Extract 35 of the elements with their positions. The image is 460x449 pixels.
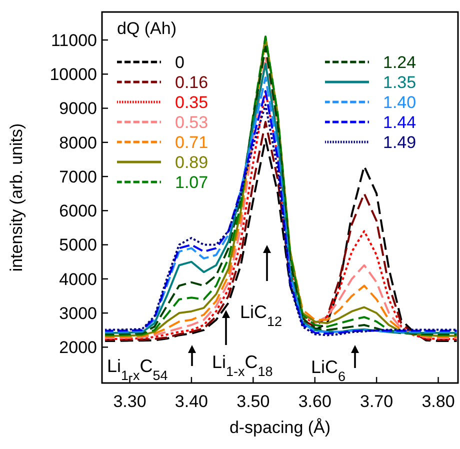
x-tick-label: 3.40 [174, 392, 208, 411]
legend-label: 0.89 [175, 152, 208, 172]
legend-label: 1.07 [175, 172, 208, 192]
legend-label: 1.40 [383, 92, 416, 112]
legend-label: 0.53 [175, 112, 208, 132]
annotation: Li$_{1-x}$C$_{54}$ [107, 356, 168, 382]
y-tick-label: 3000 [59, 304, 97, 323]
x-tick-label: 3.30 [113, 392, 146, 411]
x-axis-title: d-spacing (Å) [229, 418, 331, 437]
x-tick-label: 3.70 [360, 392, 394, 411]
y-tick-label: 8000 [59, 133, 97, 152]
y-tick-label: 4000 [59, 270, 97, 289]
x-tick-label: 3.60 [298, 392, 332, 411]
y-tick-label: 2000 [59, 338, 97, 358]
legend-label: 0 [175, 52, 184, 72]
annotation: LiC$_{12}$ [240, 302, 282, 328]
annotation: LiC$_{6}$ [311, 357, 346, 384]
legend-label: 1.49 [383, 132, 416, 152]
y-tick-label: 7000 [59, 167, 97, 186]
legend-label: 1.44 [383, 112, 416, 132]
y-tick-label: 6000 [59, 202, 97, 221]
legend-title: dQ (Ah) [117, 19, 177, 38]
legend-label: 0.71 [175, 132, 208, 152]
x-tick-label: 3.80 [422, 392, 455, 411]
y-tick-label: 5000 [59, 236, 97, 255]
legend-label: 0.35 [175, 92, 208, 112]
x-tick-label: 3.50 [236, 392, 270, 411]
y-axis-title: intensity (arb. units) [7, 123, 26, 272]
annotation: Li$_{1-x}$C$_{18}$ [212, 352, 273, 378]
y-tick-label: 9000 [59, 99, 97, 118]
legend-label: 1.24 [383, 52, 416, 72]
legend-label: 0.16 [175, 72, 208, 92]
y-tick-label: 10000 [50, 65, 97, 84]
legend-label: 1.35 [383, 72, 416, 92]
y-tick-label: 11000 [50, 30, 97, 50]
